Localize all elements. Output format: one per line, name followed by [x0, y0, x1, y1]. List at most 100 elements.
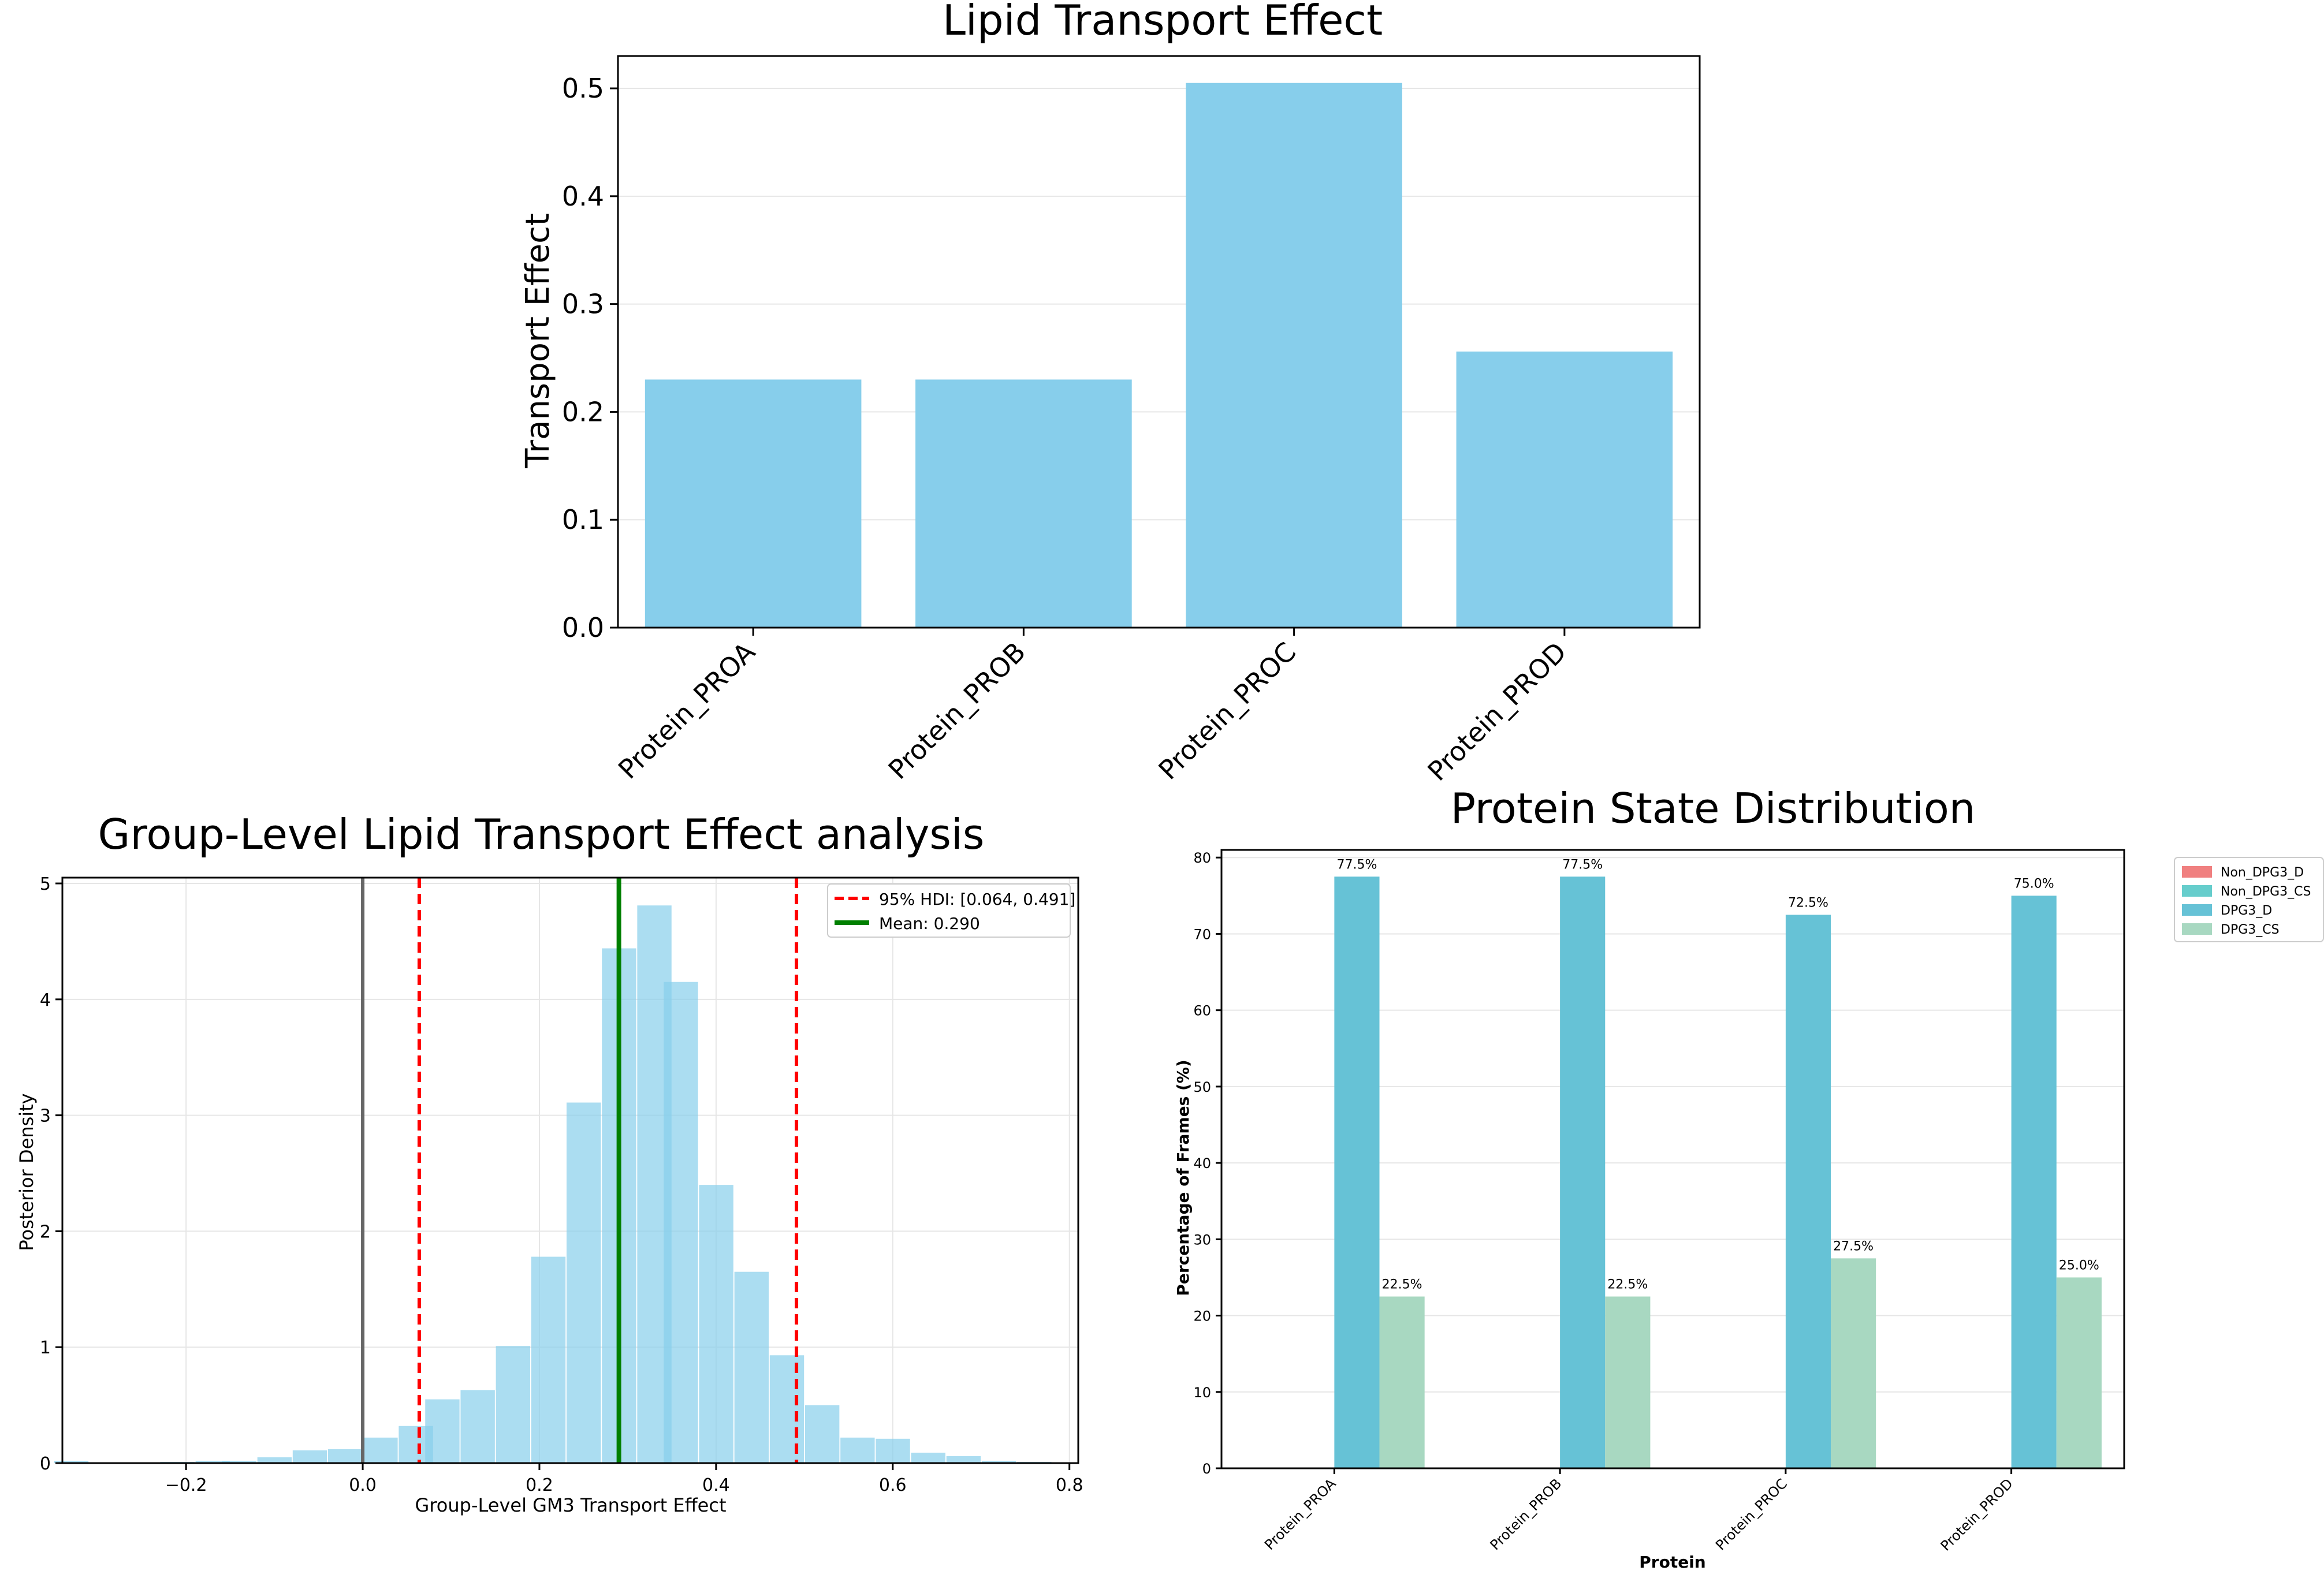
chart2-x-tick-label: 0.4 [702, 1475, 730, 1495]
chart3-legend-label: DPG3_D [2221, 904, 2272, 918]
chart3-data-label: 72.5% [1788, 896, 1828, 910]
chart1-y-tick-label: 0.4 [562, 181, 604, 212]
chart1-plot-frame [617, 55, 1701, 629]
chart2-y-ticks: 0 1 2 3 4 5 [40, 874, 62, 1474]
chart3-bar [1379, 1296, 1425, 1468]
chart3-bar [1605, 1296, 1651, 1468]
chart1-x-tick-label: Protein_PROA [612, 636, 761, 785]
chart3-x-tick-label: Protein_PROD [1938, 1475, 2016, 1554]
chart2-bin [328, 1449, 363, 1463]
chart2-x-ticks: −0.2 0.0 0.2 0.4 0.6 0.8 [165, 1463, 1083, 1495]
chart3-data-label: 22.5% [1382, 1278, 1422, 1292]
chart3-legend-label: Non_DPG3_D [2221, 866, 2304, 880]
chart3-data-label: 77.5% [1562, 857, 1603, 872]
chart3-x-tick-label: Protein_PROA [1261, 1475, 1339, 1553]
chart3-data-label: 25.0% [2059, 1258, 2099, 1273]
chart2-bin [363, 1437, 398, 1463]
chart3-y-tick-label: 80 [1193, 850, 1211, 866]
chart2-bin [292, 1450, 327, 1463]
chart1-bar [1456, 351, 1673, 628]
chart2-bin [805, 1405, 840, 1463]
chart2-bin [195, 1460, 230, 1463]
chart1-y-tick-label: 0.0 [562, 612, 604, 643]
chart1-x-ticks: Protein_PROA Protein_PROB Protein_PROC Prot… [612, 628, 1573, 787]
chart3-bars [1334, 876, 2102, 1468]
chart3-bar [1560, 876, 1606, 1468]
chart1-bar [645, 379, 862, 628]
chart3-legend-swatch [2182, 885, 2212, 897]
transport-effect-chart: Lipid Transport Effect Transport Effect … [519, 0, 1701, 787]
chart2-bin [54, 1460, 89, 1463]
chart2-reference-lines [361, 878, 799, 1463]
chart3-y-tick-label: 60 [1193, 1003, 1211, 1019]
chart2-bin [699, 1185, 733, 1463]
chart2-bin [222, 1460, 256, 1463]
chart3-plot-frame [1220, 849, 2125, 1469]
chart1-x-tick-label: Protein_PROD [1421, 636, 1572, 787]
chart3-legend-label: Non_DPG3_CS [2221, 885, 2311, 899]
chart3-bar [1831, 1258, 1876, 1468]
posterior-histogram-chart: Group-Level Lipid Transport Effect analy… [16, 810, 1083, 1516]
chart1-x-tick-label: Protein_PROC [1152, 636, 1302, 786]
chart3-legend-box [2174, 857, 2324, 942]
chart3-x-tick-label: Protein_PROC [1712, 1475, 1790, 1553]
chart2-x-tick-label: −0.2 [165, 1475, 207, 1495]
chart3-legend: Non_DPG3_D Non_DPG3_CS DPG3_D DPG3_CS [2174, 857, 2324, 942]
chart2-x-tick-label: 0.8 [1056, 1475, 1083, 1495]
chart2-bin [981, 1460, 1016, 1463]
chart3-legend-swatch [2182, 866, 2212, 878]
chart2-bin [531, 1256, 566, 1463]
chart3-legend-label: DPG3_CS [2221, 923, 2280, 937]
chart3-data-label: 22.5% [1607, 1278, 1648, 1292]
chart2-y-axis-label: Posterior Density [16, 1093, 38, 1251]
chart1-x-tick-label: Protein_PROB [882, 636, 1032, 786]
chart2-legend-box [827, 883, 1071, 938]
chart2-x-tick-label: 0.6 [879, 1475, 907, 1495]
chart3-x-axis-label: Protein [1639, 1553, 1705, 1572]
state-distribution-chart: Protein State Distribution Percentage of… [1174, 784, 2324, 1572]
chart2-y-tick-label: 3 [40, 1106, 51, 1126]
chart3-bar [1334, 876, 1380, 1468]
chart3-y-axis-label: Percentage of Frames (%) [1174, 1060, 1193, 1296]
chart2-bin [425, 1399, 460, 1463]
chart2-y-tick-label: 5 [40, 874, 51, 894]
chart2-bin [876, 1438, 910, 1463]
chart2-bin [460, 1390, 495, 1463]
chart2-bin [911, 1452, 945, 1463]
chart3-data-label: 77.5% [1337, 857, 1377, 872]
chart2-legend-mean-label: Mean: 0.290 [879, 914, 980, 933]
chart2-bins [54, 905, 1052, 1463]
chart3-x-ticks: Protein_PROA Protein_PROB Protein_PROC Prot… [1261, 1468, 2016, 1554]
chart1-bars [645, 83, 1673, 628]
chart3-bar [1785, 915, 1831, 1468]
chart2-y-tick-label: 1 [40, 1338, 51, 1358]
chart3-y-tick-label: 40 [1193, 1155, 1211, 1172]
chart1-bar [1186, 83, 1402, 628]
chart2-y-tick-label: 4 [40, 990, 51, 1010]
chart1-title: Lipid Transport Effect [943, 0, 1383, 44]
chart2-bin [840, 1437, 875, 1463]
chart2-bin [664, 982, 698, 1463]
chart3-y-tick-label: 0 [1202, 1461, 1211, 1477]
chart2-bin [769, 1355, 805, 1463]
chart2-bin [496, 1346, 531, 1463]
chart1-y-axis-label: Transport Effect [519, 213, 557, 469]
chart3-title: Protein State Distribution [1451, 784, 1976, 833]
chart2-bin [566, 1102, 601, 1463]
chart3-legend-swatch [2182, 923, 2212, 935]
chart3-x-tick-label: Protein_PROB [1487, 1475, 1565, 1553]
chart3-y-ticks: 0 10 20 30 40 50 60 70 80 [1193, 850, 1221, 1477]
chart3-data-label: 27.5% [1833, 1239, 1874, 1254]
chart2-y-tick-label: 0 [40, 1454, 51, 1474]
chart3-data-label: 75.0% [2014, 876, 2054, 891]
chart3-y-tick-label: 30 [1193, 1232, 1211, 1248]
chart1-y-ticks: 0.0 0.1 0.2 0.3 0.4 0.5 [562, 73, 618, 643]
chart2-y-tick-label: 2 [40, 1222, 51, 1242]
chart2-x-tick-label: 0.0 [349, 1475, 377, 1495]
chart2-x-axis-label: Group-Level GM3 Transport Effect [415, 1494, 727, 1516]
chart2-x-tick-label: 0.2 [526, 1475, 553, 1495]
chart2-bin [257, 1457, 292, 1463]
chart3-bar [2011, 896, 2057, 1468]
chart1-bar [915, 379, 1132, 628]
